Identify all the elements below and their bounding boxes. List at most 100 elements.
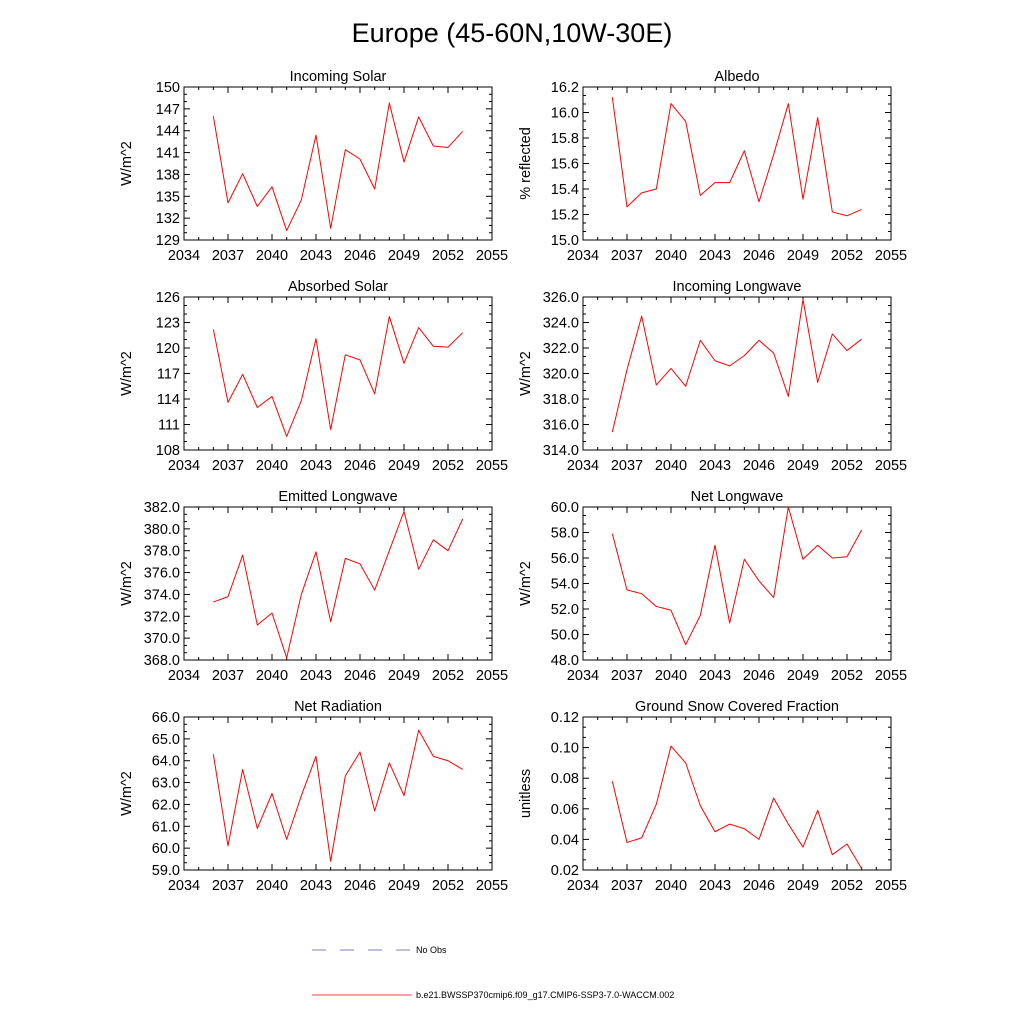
chart-panel-6: Net Radiation W/m^2 2034 2037 2040 2043 2046 20… [119, 699, 508, 894]
x-tick-label: 2046 [743, 248, 775, 264]
chart-panel-3: Incoming Longwave W/m^2 2034 2037 2040 2043 20… [518, 279, 907, 474]
data-point [388, 762, 390, 764]
data-point [772, 596, 774, 598]
data-point [684, 120, 686, 122]
y-tick-label: 144 [156, 124, 180, 140]
data-point [743, 827, 745, 829]
data-point [743, 354, 745, 356]
y-tick-label: 0.08 [551, 771, 579, 787]
data-point [626, 841, 628, 843]
x-tick-label: 2043 [300, 668, 332, 684]
x-tick-label: 2052 [432, 458, 464, 474]
y-tick-label: 54.0 [551, 577, 579, 593]
x-tick-label: 2055 [476, 878, 508, 894]
y-tick-label: 376.0 [144, 566, 180, 582]
y-tick-label: 138 [156, 167, 180, 183]
x-tick-label: 2046 [743, 668, 775, 684]
x-tick-label: 2037 [212, 458, 244, 474]
chart-panel-2: Absorbed Solar W/m^2 2034 2037 2040 2043 2046 2… [119, 279, 508, 474]
data-point [802, 298, 804, 300]
data-point [417, 116, 419, 118]
x-tick-label: 2055 [476, 248, 508, 264]
data-point [432, 539, 434, 541]
y-tick-label: 15.0 [551, 233, 579, 249]
data-point [271, 792, 273, 794]
data-point [417, 729, 419, 731]
y-tick-label: 15.4 [551, 182, 579, 198]
data-point [655, 188, 657, 190]
data-point [241, 373, 243, 375]
y-tick-label: 326.0 [543, 290, 579, 306]
y-tick-label: 108 [156, 443, 180, 459]
y-tick-label: 15.6 [551, 157, 579, 173]
data-point [787, 102, 789, 104]
data-point [271, 612, 273, 614]
x-tick-label: 2049 [388, 248, 420, 264]
data-point [670, 745, 672, 747]
data-point [758, 339, 760, 341]
data-point [461, 768, 463, 770]
data-point [285, 435, 287, 437]
y-tick-label: 126 [156, 290, 180, 306]
data-point [403, 794, 405, 796]
y-tick-label: 368.0 [144, 653, 180, 669]
data-point [285, 657, 287, 659]
data-point [816, 381, 818, 383]
x-tick-label: 2049 [787, 878, 819, 894]
x-tick-label: 2043 [699, 878, 731, 894]
x-tick-label: 2034 [168, 668, 200, 684]
data-point [611, 431, 613, 433]
x-tick-label: 2043 [699, 668, 731, 684]
data-point [388, 315, 390, 317]
x-tick-label: 2040 [655, 458, 687, 474]
data-point [846, 215, 848, 217]
x-tick-label: 2046 [344, 878, 376, 894]
y-tick-label: 65.0 [152, 732, 180, 748]
data-point [714, 181, 716, 183]
data-point [684, 385, 686, 387]
data-point [684, 644, 686, 646]
data-point [256, 406, 258, 408]
data-point [359, 563, 361, 565]
x-tick-label: 2040 [256, 668, 288, 684]
y-tick-label: 62.0 [152, 797, 180, 813]
x-tick-label: 2037 [611, 668, 643, 684]
data-point [403, 362, 405, 364]
y-tick-label: 120 [156, 341, 180, 357]
y-tick-label: 324.0 [543, 316, 579, 332]
y-tick-label: 318.0 [543, 392, 579, 408]
data-point [670, 102, 672, 104]
data-point [315, 337, 317, 339]
data-point [403, 161, 405, 163]
data-point [344, 775, 346, 777]
x-tick-label: 2055 [875, 248, 907, 264]
data-point [256, 205, 258, 207]
y-tick-label: 15.2 [551, 208, 579, 224]
chart-panel-7: Ground Snow Covered Fraction unitless 2034… [518, 699, 907, 894]
data-point [359, 359, 361, 361]
data-point [728, 622, 730, 624]
y-tick-label: 111 [158, 418, 180, 434]
y-tick-label: 132 [156, 211, 180, 227]
x-tick-label: 2049 [787, 458, 819, 474]
x-tick-label: 2052 [831, 668, 863, 684]
data-point [728, 823, 730, 825]
x-tick-label: 2037 [611, 248, 643, 264]
y-tick-label: 141 [156, 146, 180, 162]
data-point [329, 227, 331, 229]
y-tick-label: 0.02 [551, 863, 579, 879]
x-tick-label: 2034 [567, 878, 599, 894]
panel-title: Incoming Solar [290, 69, 387, 85]
data-point [315, 551, 317, 553]
y-tick-label: 60.0 [551, 500, 579, 516]
data-point [388, 550, 390, 552]
x-tick-label: 2043 [699, 248, 731, 264]
data-point [212, 328, 214, 330]
data-point [640, 837, 642, 839]
panel-title: Absorbed Solar [288, 279, 388, 295]
plot-frame [183, 296, 493, 451]
data-point [655, 803, 657, 805]
y-tick-label: 316.0 [543, 418, 579, 434]
x-tick-label: 2040 [256, 878, 288, 894]
x-tick-label: 2055 [476, 458, 508, 474]
